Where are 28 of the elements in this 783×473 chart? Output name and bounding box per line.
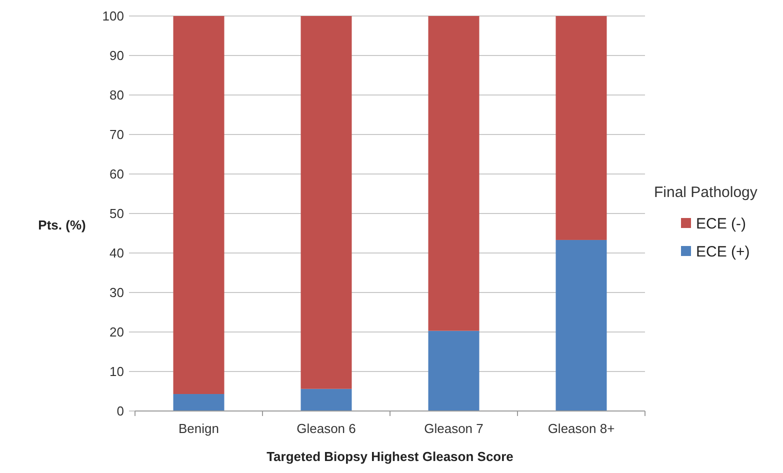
y-tick-label: 60 (110, 166, 124, 182)
bar (428, 16, 480, 331)
y-tick-label: 90 (110, 48, 124, 64)
y-tick-label: 50 (110, 206, 124, 222)
y-tick-label: 70 (110, 127, 124, 142)
bar (556, 240, 607, 411)
y-tick-label: 0 (116, 404, 124, 419)
x-tick-label: Benign (178, 421, 219, 436)
legend-title: Final Pathology (654, 184, 758, 201)
x-axis-title: Targeted Biopsy Highest Gleason Score (266, 449, 514, 464)
bar (300, 388, 352, 411)
bar (556, 16, 607, 240)
bar (173, 16, 224, 394)
y-tick-label: 100 (102, 8, 124, 24)
bar (173, 394, 224, 411)
x-tick-label: Gleason 7 (424, 421, 484, 436)
x-tick-label: Gleason 8+ (548, 421, 615, 436)
bar (300, 16, 352, 389)
x-tick-label: Gleason 6 (296, 421, 356, 436)
y-tick-label: 40 (110, 246, 124, 261)
y-tick-label: 10 (110, 364, 124, 380)
bar (428, 330, 480, 411)
y-tick-label: 20 (110, 324, 124, 340)
legend-label: ECE (+) (696, 243, 750, 260)
y-axis-title: Pts. (%) (38, 218, 86, 232)
y-tick-label: 80 (110, 88, 124, 103)
y-tick-label: 30 (110, 285, 124, 300)
legend-label: ECE (-) (696, 215, 746, 232)
